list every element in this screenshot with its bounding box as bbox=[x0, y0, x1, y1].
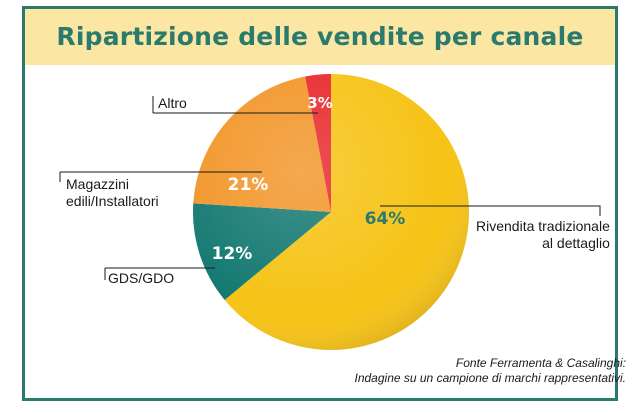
slice-value-label-gds: 12% bbox=[212, 244, 253, 264]
legend-label-altro: Altro bbox=[158, 95, 187, 111]
title-band: Ripartizione delle vendite per canale bbox=[25, 9, 615, 65]
source-note: Fonte Ferramenta & Casalinghi: Indagine … bbox=[354, 356, 627, 385]
legend-label-magazzini: Magazzini edili/Installatori bbox=[66, 176, 159, 209]
chart-title: Ripartizione delle vendite per canale bbox=[56, 22, 584, 51]
slice-value-label-altro: 3% bbox=[307, 94, 332, 112]
slice-value-label-rivendita: 64% bbox=[365, 209, 406, 229]
slice-value-label-magazzini: 21% bbox=[228, 175, 269, 195]
legend-label-gds: GDS/GDO bbox=[108, 270, 175, 286]
pie-shading bbox=[193, 74, 469, 350]
leader-line-rivendita bbox=[380, 205, 601, 216]
legend-label-rivendita: Rivendita tradizionale al dettaglio bbox=[476, 218, 610, 251]
